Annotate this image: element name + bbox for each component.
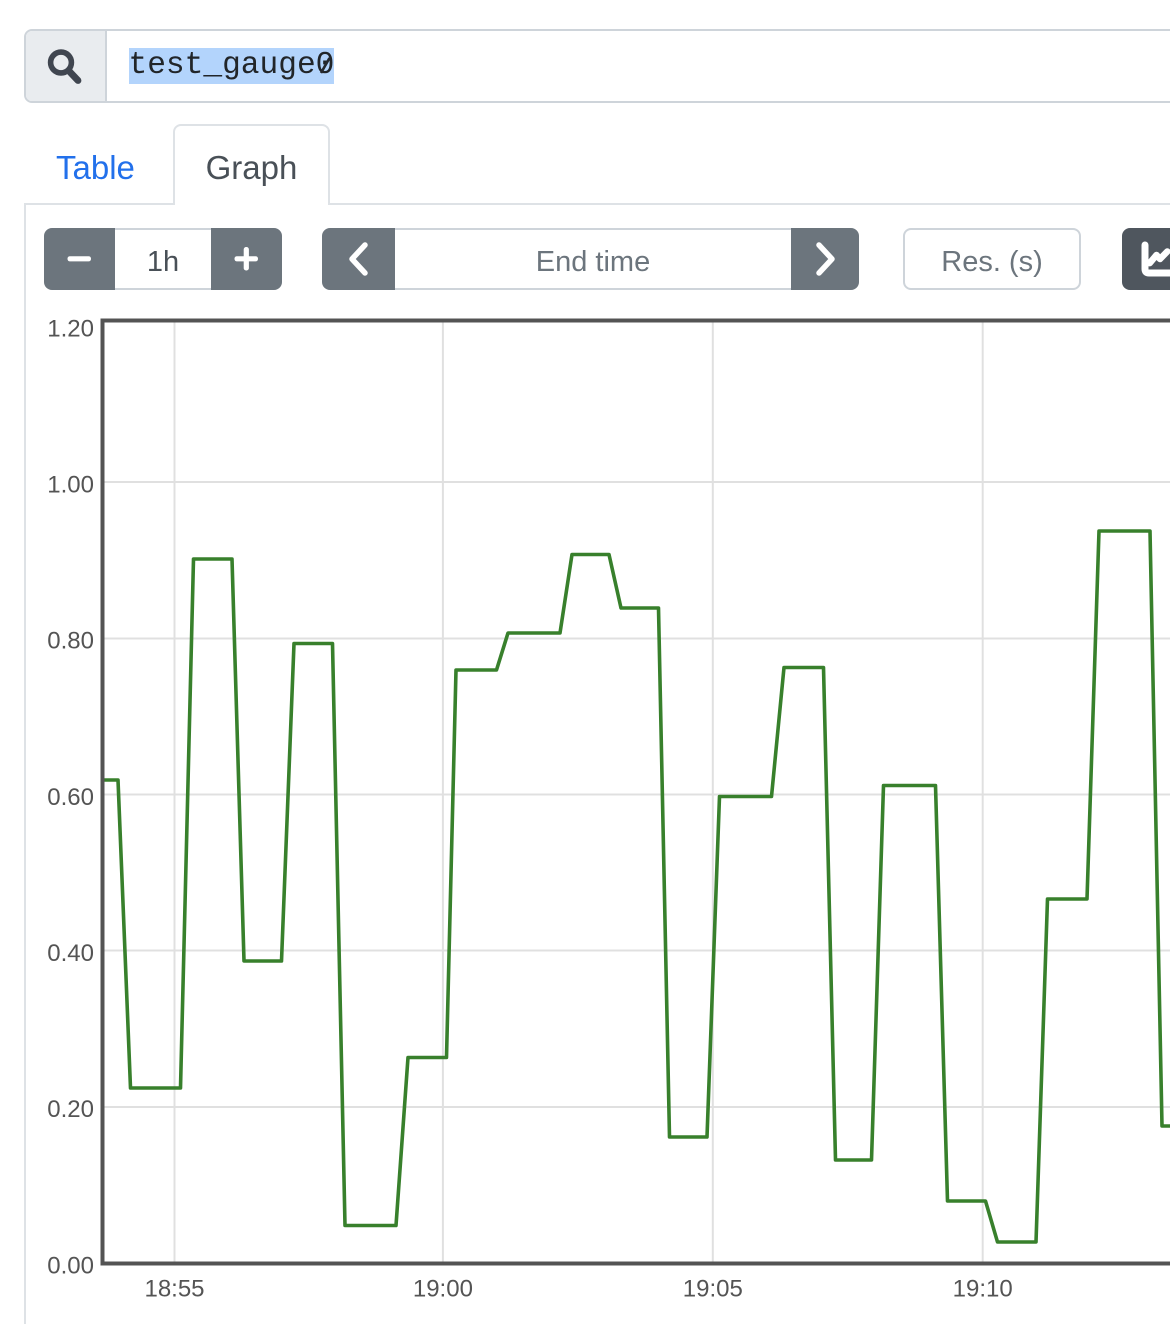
svg-text:1.00: 1.00 <box>47 472 94 499</box>
svg-text:19:10: 19:10 <box>953 1276 1013 1303</box>
svg-text:1.20: 1.20 <box>47 315 94 342</box>
svg-text:18:55: 18:55 <box>144 1276 204 1303</box>
svg-text:0.00: 0.00 <box>47 1252 94 1279</box>
svg-text:0.80: 0.80 <box>47 628 94 655</box>
svg-text:0.60: 0.60 <box>47 784 94 811</box>
svg-text:19:00: 19:00 <box>413 1276 473 1303</box>
svg-text:19:05: 19:05 <box>683 1276 743 1303</box>
svg-text:0.20: 0.20 <box>47 1096 94 1123</box>
svg-text:0.40: 0.40 <box>47 940 94 967</box>
